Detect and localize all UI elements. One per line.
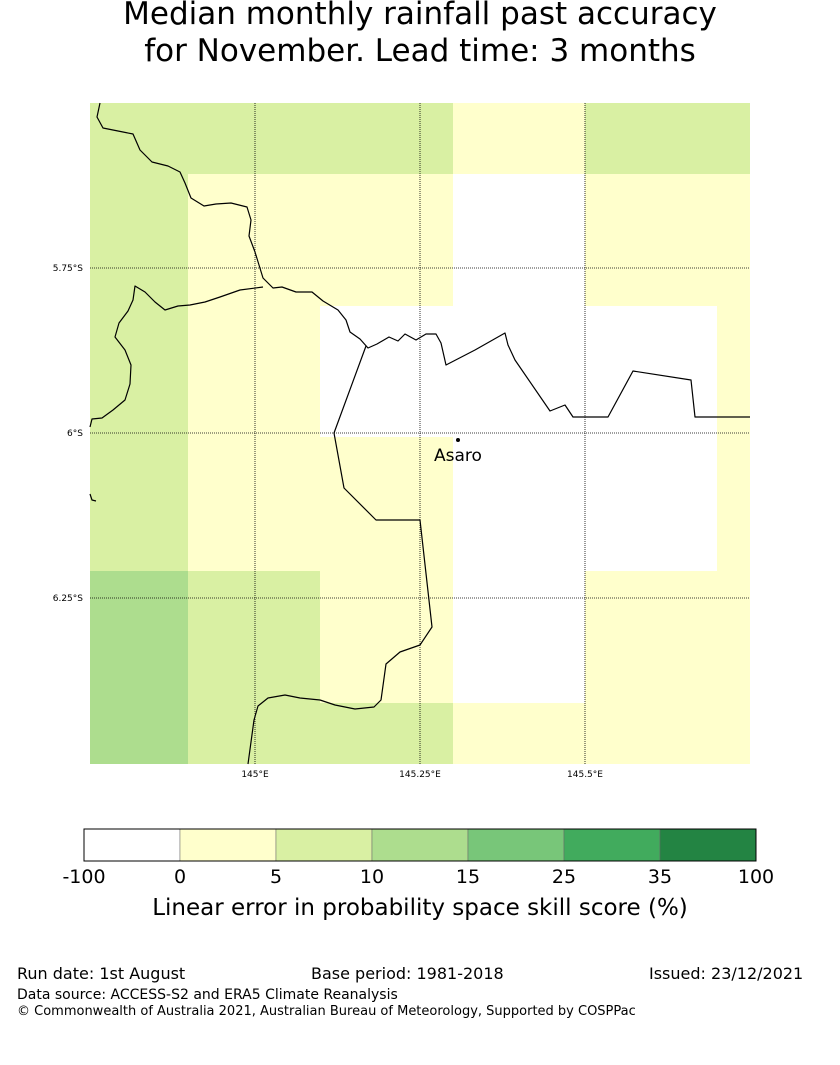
grid-cell bbox=[188, 571, 320, 764]
grid-cell bbox=[453, 174, 585, 703]
copyright: © Commonwealth of Australia 2021, Austra… bbox=[17, 1004, 636, 1019]
grid-cell bbox=[188, 103, 320, 174]
lat-tick-label: 6.25°S bbox=[53, 594, 84, 604]
lat-tick-label: 6°S bbox=[67, 429, 83, 439]
base-period: Base period: 1981-2018 bbox=[311, 964, 504, 983]
lon-tick-label: 145.5°E bbox=[567, 770, 603, 780]
grid-cell bbox=[453, 103, 585, 174]
colorbar-swatch bbox=[371, 828, 469, 862]
colorbar-swatch bbox=[563, 828, 661, 862]
colorbar-tick-label: -100 bbox=[62, 866, 106, 888]
axis-tick-labels: 145°E 145.25°E 145.5°E 5.75°S 6°S 6.25°S bbox=[53, 264, 604, 780]
title-line-1: Median monthly rainfall past accuracy bbox=[123, 0, 717, 32]
grid-cell bbox=[90, 103, 188, 571]
colorbar-tick-label: 25 bbox=[551, 866, 577, 888]
grid-cell bbox=[585, 306, 717, 571]
grid-cell bbox=[717, 174, 750, 764]
colorbar-tick-label: 10 bbox=[359, 866, 385, 888]
data-source: Data source: ACCESS-S2 and ERA5 Climate … bbox=[17, 987, 398, 1003]
colorbar-title: Linear error in probability space skill … bbox=[152, 895, 688, 921]
boundary-line bbox=[96, 102, 750, 418]
boundary-line bbox=[89, 285, 264, 428]
colorbar-swatch bbox=[179, 828, 277, 862]
grid-cell bbox=[585, 103, 717, 174]
grid-cell bbox=[188, 174, 320, 571]
run-date: Run date: 1st August bbox=[17, 964, 186, 983]
place-marker: Asaro bbox=[434, 438, 482, 466]
lon-tick-label: 145°E bbox=[241, 770, 269, 780]
colorbar-swatch bbox=[83, 828, 181, 862]
grid-cell bbox=[320, 703, 453, 764]
grid-cell bbox=[320, 437, 453, 703]
grid-cell bbox=[453, 703, 585, 764]
grid-cell bbox=[717, 103, 750, 174]
grid-cell bbox=[320, 174, 453, 306]
issued-date: Issued: 23/12/2021 bbox=[649, 964, 804, 983]
skill-grid bbox=[90, 103, 750, 764]
boundary-line bbox=[89, 493, 97, 502]
colorbar-tick-label: 5 bbox=[269, 866, 283, 888]
colorbar-tick-label: 0 bbox=[173, 866, 187, 888]
colorbar-frame bbox=[83, 828, 757, 862]
province-boundaries bbox=[89, 102, 750, 765]
title-line-2: for November. Lead time: 3 months bbox=[144, 33, 696, 69]
grid-cell bbox=[320, 306, 453, 437]
lat-tick-label: 5.75°S bbox=[53, 264, 84, 274]
lon-tick-label: 145.25°E bbox=[399, 770, 441, 780]
colorbar bbox=[83, 828, 757, 862]
colorbar-tick-label: 35 bbox=[647, 866, 673, 888]
colorbar-tick-label: 15 bbox=[455, 866, 481, 888]
graticule bbox=[90, 103, 750, 764]
asaro-dot bbox=[456, 438, 460, 442]
map-title: Median monthly rainfall past accuracy fo… bbox=[0, 0, 840, 70]
grid-cell bbox=[585, 174, 717, 306]
place-label: Asaro bbox=[434, 446, 482, 466]
grid-cell bbox=[585, 571, 717, 764]
colorbar-swatch bbox=[275, 828, 373, 862]
grid-cell bbox=[90, 571, 188, 764]
colorbar-swatch bbox=[467, 828, 565, 862]
colorbar-swatch bbox=[659, 828, 757, 862]
boundary-line bbox=[247, 345, 433, 765]
grid-cell bbox=[320, 103, 453, 174]
colorbar-tick-label: 100 bbox=[737, 866, 775, 888]
